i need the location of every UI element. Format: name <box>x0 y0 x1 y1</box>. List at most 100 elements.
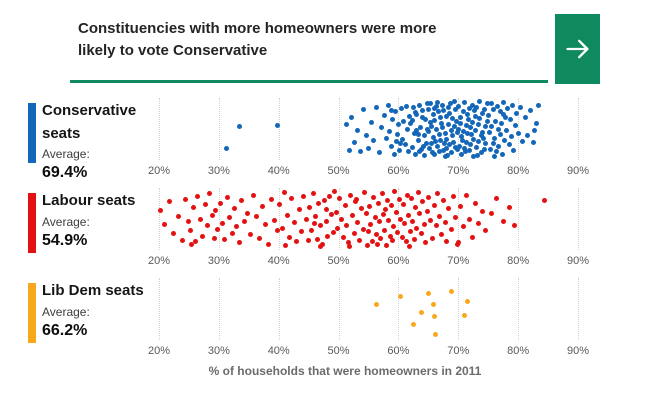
data-point[interactable] <box>429 140 435 146</box>
data-point[interactable] <box>376 150 382 156</box>
data-point[interactable] <box>518 104 524 110</box>
data-point[interactable] <box>374 241 380 247</box>
data-point[interactable] <box>416 132 422 138</box>
data-point[interactable] <box>449 116 455 122</box>
data-point[interactable] <box>468 132 474 138</box>
data-point[interactable] <box>424 208 430 214</box>
data-point[interactable] <box>400 201 406 207</box>
data-point[interactable] <box>364 210 370 216</box>
data-point[interactable] <box>463 123 469 129</box>
data-point[interactable] <box>425 101 431 107</box>
data-point[interactable] <box>342 202 348 208</box>
data-point[interactable] <box>419 309 425 315</box>
data-point[interactable] <box>431 152 437 158</box>
data-point[interactable] <box>351 140 357 146</box>
data-point[interactable] <box>412 131 418 137</box>
data-point[interactable] <box>373 232 379 238</box>
data-point[interactable] <box>416 102 422 108</box>
data-point[interactable] <box>354 197 360 203</box>
data-point[interactable] <box>500 151 506 157</box>
data-point[interactable] <box>455 126 461 132</box>
data-point[interactable] <box>530 140 536 146</box>
data-point[interactable] <box>224 194 230 200</box>
data-point[interactable] <box>461 128 467 134</box>
data-point[interactable] <box>441 108 447 114</box>
data-point[interactable] <box>390 224 396 230</box>
data-point[interactable] <box>418 231 424 237</box>
data-point[interactable] <box>337 195 343 201</box>
data-point[interactable] <box>527 108 533 114</box>
data-point[interactable] <box>289 195 295 201</box>
data-point[interactable] <box>385 102 391 108</box>
data-point[interactable] <box>505 105 511 111</box>
data-point[interactable] <box>231 206 237 212</box>
data-point[interactable] <box>332 189 338 195</box>
data-point[interactable] <box>476 99 482 105</box>
data-point[interactable] <box>471 153 477 159</box>
data-point[interactable] <box>189 242 195 248</box>
data-point[interactable] <box>311 221 317 227</box>
data-point[interactable] <box>421 133 427 139</box>
data-point[interactable] <box>410 117 416 123</box>
data-point[interactable] <box>430 150 436 156</box>
data-point[interactable] <box>457 120 463 126</box>
data-point[interactable] <box>489 124 495 130</box>
data-point[interactable] <box>458 134 464 140</box>
data-point[interactable] <box>470 119 476 125</box>
data-point[interactable] <box>461 313 467 319</box>
data-point[interactable] <box>455 240 461 246</box>
data-point[interactable] <box>442 141 448 147</box>
data-point[interactable] <box>475 121 481 127</box>
data-point[interactable] <box>491 107 497 113</box>
data-point[interactable] <box>245 210 251 216</box>
data-point[interactable] <box>397 293 403 299</box>
data-point[interactable] <box>275 122 281 128</box>
data-point[interactable] <box>158 207 164 213</box>
data-point[interactable] <box>395 121 401 127</box>
data-point[interactable] <box>439 102 445 108</box>
data-point[interactable] <box>494 195 500 201</box>
data-point[interactable] <box>202 202 208 208</box>
data-point[interactable] <box>449 150 455 156</box>
data-point[interactable] <box>389 202 395 208</box>
data-point[interactable] <box>427 146 433 152</box>
data-point[interactable] <box>469 102 475 108</box>
data-point[interactable] <box>407 243 413 249</box>
data-point[interactable] <box>433 223 439 229</box>
data-point[interactable] <box>445 152 450 158</box>
data-point[interactable] <box>389 108 395 114</box>
data-point[interactable] <box>484 101 490 107</box>
data-point[interactable] <box>535 102 541 108</box>
data-point[interactable] <box>383 242 389 248</box>
data-point[interactable] <box>501 100 507 106</box>
data-point[interactable] <box>283 242 289 248</box>
data-point[interactable] <box>494 103 500 109</box>
data-point[interactable] <box>503 115 509 121</box>
data-point[interactable] <box>492 135 498 141</box>
data-point[interactable] <box>516 131 522 137</box>
data-point[interactable] <box>389 116 395 122</box>
data-point[interactable] <box>236 240 242 246</box>
data-point[interactable] <box>291 219 297 225</box>
data-point[interactable] <box>257 235 263 241</box>
data-point[interactable] <box>459 151 465 157</box>
data-point[interactable] <box>367 203 373 209</box>
data-point[interactable] <box>422 152 428 158</box>
data-point[interactable] <box>400 136 406 142</box>
data-point[interactable] <box>347 243 353 249</box>
data-point[interactable] <box>339 216 345 222</box>
data-point[interactable] <box>365 242 371 248</box>
data-point[interactable] <box>407 113 413 119</box>
data-point[interactable] <box>442 131 448 137</box>
data-point[interactable] <box>477 116 483 122</box>
data-point[interactable] <box>491 153 497 159</box>
data-point[interactable] <box>307 205 313 211</box>
data-point[interactable] <box>446 206 452 212</box>
data-point[interactable] <box>195 193 201 199</box>
data-point[interactable] <box>413 127 419 133</box>
data-point[interactable] <box>294 239 300 245</box>
data-point[interactable] <box>507 117 513 123</box>
data-point[interactable] <box>234 224 240 230</box>
data-point[interactable] <box>431 135 437 141</box>
data-point[interactable] <box>388 233 394 239</box>
